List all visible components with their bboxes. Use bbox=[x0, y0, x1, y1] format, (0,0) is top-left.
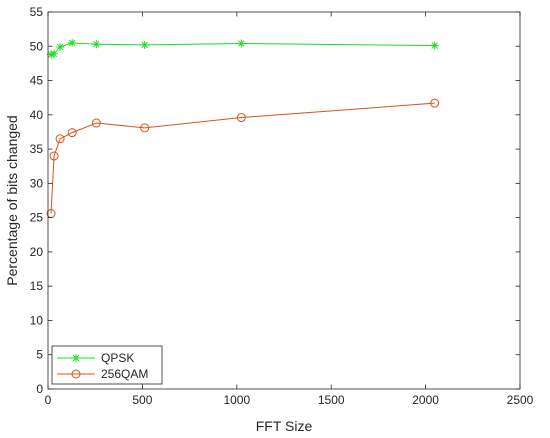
y-tick-label: 45 bbox=[30, 74, 44, 88]
data-point-qpsk bbox=[92, 40, 101, 49]
x-tick-label: 500 bbox=[132, 393, 152, 407]
x-tick-label: 2500 bbox=[507, 393, 534, 407]
data-point-256qam bbox=[55, 134, 65, 144]
y-tick-label: 55 bbox=[30, 5, 44, 19]
data-point-qpsk bbox=[47, 50, 56, 59]
data-point-qpsk bbox=[237, 39, 246, 48]
y-axis-label: Percentage of bits changed bbox=[4, 115, 20, 285]
legend-box bbox=[51, 345, 163, 385]
y-tick-label: 0 bbox=[36, 382, 43, 396]
legend-marker-256qam bbox=[71, 369, 81, 379]
y-tick-label: 25 bbox=[30, 211, 44, 225]
x-tick-label: 2000 bbox=[412, 393, 439, 407]
ticks-layer: 0 500 1000 1500 2000 2500 0 5 10 15 20 25 30 35 40 45 50… bbox=[30, 5, 534, 407]
plot-area bbox=[48, 12, 520, 389]
data-point-256qam bbox=[430, 98, 440, 108]
data-point-qpsk bbox=[430, 41, 439, 50]
y-tick-label: 5 bbox=[36, 348, 43, 362]
x-axis-label: FFT Size bbox=[256, 418, 313, 434]
data-point-qpsk bbox=[140, 40, 149, 49]
y-tick-label: 20 bbox=[30, 245, 44, 259]
x-tick-label: 1500 bbox=[318, 393, 345, 407]
legend: QPSK 256QAM bbox=[51, 345, 163, 385]
data-point-qpsk bbox=[56, 42, 65, 51]
y-tick-label: 10 bbox=[30, 313, 44, 327]
legend-marker-qpsk bbox=[72, 354, 80, 362]
y-tick-label: 15 bbox=[30, 279, 44, 293]
data-point-qpsk bbox=[50, 49, 59, 58]
y-tick-label: 30 bbox=[30, 176, 44, 190]
data-point-256qam bbox=[67, 128, 77, 138]
y-tick-label: 50 bbox=[30, 39, 44, 53]
legend-entry-256qam: 256QAM bbox=[57, 367, 148, 381]
x-tick-label: 1000 bbox=[223, 393, 250, 407]
x-tick-label: 0 bbox=[45, 393, 52, 407]
legend-label-qpsk: QPSK bbox=[101, 351, 134, 365]
plot-frame bbox=[47, 11, 521, 390]
data-point-256qam bbox=[140, 123, 150, 133]
y-tick-label: 40 bbox=[30, 108, 44, 122]
data-point-256qam bbox=[91, 118, 101, 128]
legend-label-256qam: 256QAM bbox=[101, 367, 148, 381]
data-point-qpsk bbox=[68, 38, 77, 47]
data-point-256qam bbox=[236, 113, 246, 123]
series-line-256qam bbox=[50, 102, 435, 214]
legend-entry-qpsk: QPSK bbox=[57, 351, 134, 365]
data-point-256qam bbox=[49, 151, 59, 161]
y-tick-label: 35 bbox=[30, 142, 44, 156]
